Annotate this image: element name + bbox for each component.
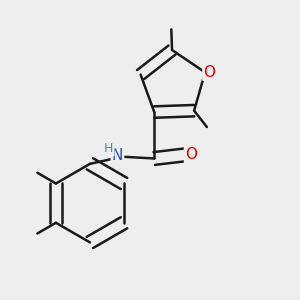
Text: O: O bbox=[185, 147, 197, 162]
Text: N: N bbox=[112, 148, 123, 163]
Text: H: H bbox=[104, 142, 114, 155]
Text: O: O bbox=[203, 65, 215, 80]
